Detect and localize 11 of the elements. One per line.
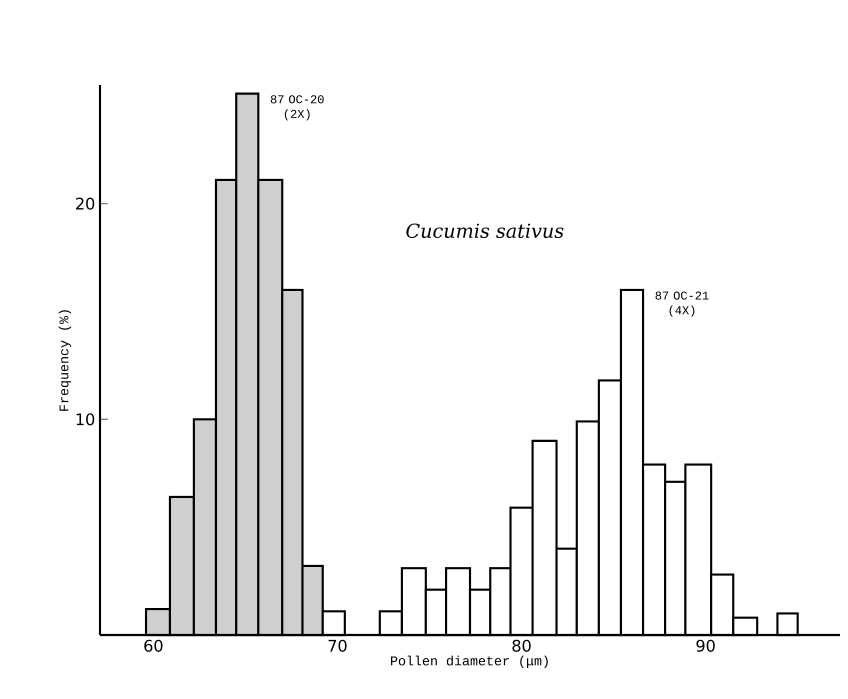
y-axis-title: Frequency (%) bbox=[58, 310, 72, 411]
text: Cucumis sativus bbox=[406, 223, 564, 238]
x-axis-title: Pollen diameter (μm) bbox=[391, 656, 548, 668]
x-tick-label: 80 bbox=[512, 640, 531, 652]
series-label: 87 OC-21 (4X) bbox=[656, 291, 709, 317]
y-tick-label: 10 bbox=[76, 413, 94, 426]
y-tick-label: 20 bbox=[76, 198, 94, 210]
series-label: 87 OC-20 (2X) bbox=[270, 95, 324, 120]
x-tick-label: 70 bbox=[328, 640, 347, 652]
x-tick-label: 90 bbox=[696, 640, 715, 652]
x-tick-label: 60 bbox=[144, 640, 162, 652]
